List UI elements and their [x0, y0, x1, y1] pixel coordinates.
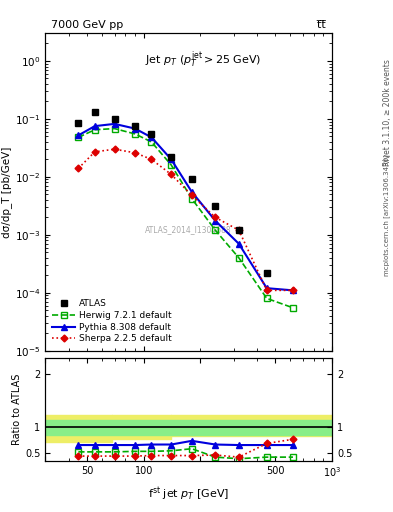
Sherpa 2.2.5 default [213, 215, 218, 221]
Herwig 7.2.1 default [112, 125, 117, 132]
Sherpa 2.2.5 default [169, 172, 174, 178]
Sherpa 2.2.5 default [92, 149, 97, 155]
ATLAS [112, 116, 117, 122]
Pythia 8.308 default [149, 134, 154, 140]
Line: Pythia 8.308 default: Pythia 8.308 default [75, 121, 296, 293]
Pythia 8.308 default [76, 132, 81, 138]
Herwig 7.2.1 default [76, 134, 81, 140]
Line: Herwig 7.2.1 default: Herwig 7.2.1 default [75, 126, 296, 311]
Sherpa 2.2.5 default [264, 287, 269, 293]
Sherpa 2.2.5 default [149, 156, 154, 162]
ATLAS [133, 123, 138, 129]
X-axis label: f$^\mathrm{st}$ jet $p_T$ [GeV]: f$^\mathrm{st}$ jet $p_T$ [GeV] [148, 485, 229, 503]
Pythia 8.308 default [237, 241, 241, 247]
Text: 7000 GeV pp: 7000 GeV pp [51, 20, 123, 30]
Herwig 7.2.1 default [237, 255, 241, 261]
Pythia 8.308 default [112, 121, 117, 127]
Herwig 7.2.1 default [189, 196, 194, 202]
ATLAS [76, 120, 81, 126]
Text: Rivet 3.1.10, ≥ 200k events: Rivet 3.1.10, ≥ 200k events [383, 59, 392, 166]
Pythia 8.308 default [169, 156, 174, 162]
Pythia 8.308 default [189, 189, 194, 195]
Pythia 8.308 default [264, 285, 269, 291]
Line: ATLAS: ATLAS [75, 109, 270, 276]
Herwig 7.2.1 default [92, 126, 97, 133]
ATLAS [213, 202, 218, 208]
Text: t̅t̅: t̅t̅ [318, 20, 326, 30]
Pythia 8.308 default [213, 218, 218, 224]
Text: Jet $p_T$ ($p_T^{\mathrm{jet}}>$25 GeV): Jet $p_T$ ($p_T^{\mathrm{jet}}>$25 GeV) [145, 49, 261, 70]
Text: mcplots.cern.ch [arXiv:1306.3436]: mcplots.cern.ch [arXiv:1306.3436] [383, 154, 390, 276]
Herwig 7.2.1 default [169, 162, 174, 168]
Sherpa 2.2.5 default [189, 192, 194, 198]
ATLAS [149, 131, 154, 137]
Y-axis label: Ratio to ATLAS: Ratio to ATLAS [12, 374, 22, 445]
Pythia 8.308 default [92, 123, 97, 129]
Legend: ATLAS, Herwig 7.2.1 default, Pythia 8.308 default, Sherpa 2.2.5 default: ATLAS, Herwig 7.2.1 default, Pythia 8.30… [50, 296, 174, 346]
Herwig 7.2.1 default [149, 139, 154, 145]
ATLAS [92, 109, 97, 115]
Herwig 7.2.1 default [264, 295, 269, 302]
Sherpa 2.2.5 default [237, 227, 241, 233]
ATLAS [264, 270, 269, 276]
Sherpa 2.2.5 default [112, 146, 117, 152]
Sherpa 2.2.5 default [76, 165, 81, 172]
Y-axis label: dσ/dp_T [pb/GeV]: dσ/dp_T [pb/GeV] [1, 146, 12, 238]
Sherpa 2.2.5 default [290, 287, 295, 293]
ATLAS [169, 154, 174, 160]
Herwig 7.2.1 default [213, 227, 218, 233]
Herwig 7.2.1 default [290, 305, 295, 311]
ATLAS [189, 177, 194, 183]
Pythia 8.308 default [133, 125, 138, 132]
Pythia 8.308 default [290, 287, 295, 293]
Text: ATLAS_2014_I1304688: ATLAS_2014_I1304688 [145, 226, 232, 234]
Herwig 7.2.1 default [133, 131, 138, 137]
Line: Sherpa 2.2.5 default: Sherpa 2.2.5 default [76, 147, 296, 293]
ATLAS [237, 227, 241, 233]
Sherpa 2.2.5 default [133, 150, 138, 156]
